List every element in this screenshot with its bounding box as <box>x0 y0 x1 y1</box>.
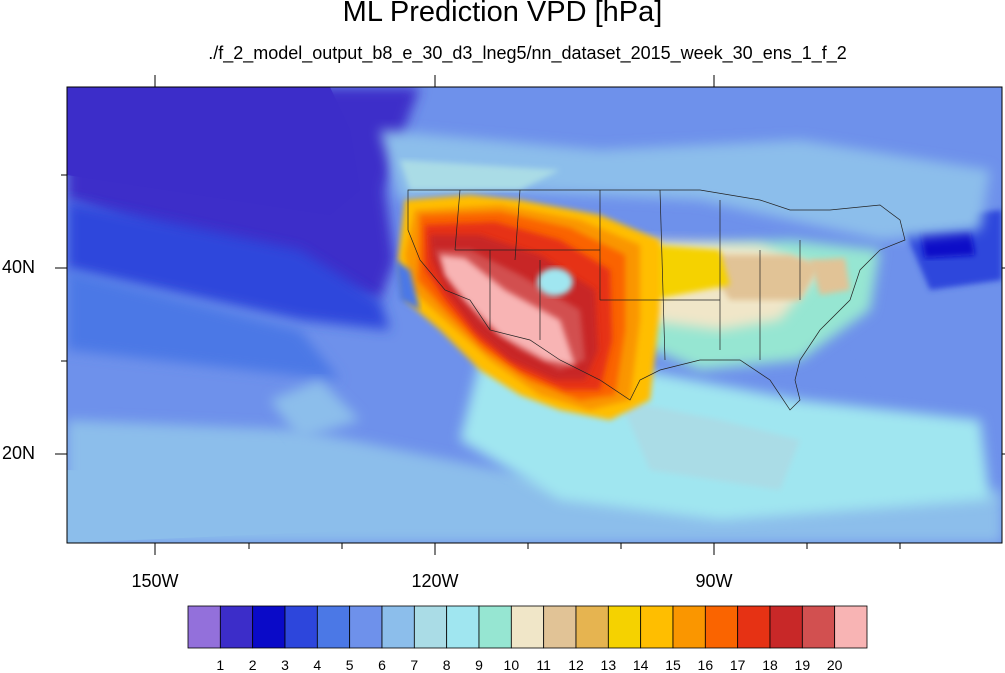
colorbar-swatch <box>446 605 480 649</box>
lon-label-90w: 90W <box>695 571 733 591</box>
colorbar-swatch <box>543 605 577 649</box>
colorbar-swatch <box>187 605 221 649</box>
colorbar-label: 14 <box>632 657 649 673</box>
lat-label-20n: 20N <box>2 443 36 463</box>
axis-ticks <box>55 75 1005 555</box>
colorbar-label: 5 <box>345 657 354 673</box>
colorbar-swatch <box>737 605 771 649</box>
colorbar-label: 7 <box>410 657 419 673</box>
colorbar-swatch <box>575 605 609 649</box>
colorbar-label: 16 <box>697 657 714 673</box>
colorbar-swatch <box>607 605 642 649</box>
colorbar-label: 3 <box>281 657 289 673</box>
map-title: ML Prediction VPD [hPa] <box>342 0 663 28</box>
colorbar-swatch <box>704 605 739 649</box>
colorbar-swatch <box>478 605 512 649</box>
colorbar <box>187 605 868 649</box>
colorbar-swatch <box>413 605 448 649</box>
colorbar-label: 11 <box>536 657 551 673</box>
colorbar-swatch <box>349 605 383 649</box>
colorbar-swatch <box>381 605 415 649</box>
colorbar-label: 10 <box>503 657 520 673</box>
colorbar-swatch <box>801 605 836 649</box>
colorbar-label: 20 <box>826 657 843 673</box>
lon-label-150w: 150W <box>131 571 179 591</box>
colorbar-swatch <box>252 605 286 649</box>
colorbar-label: 19 <box>794 657 811 673</box>
colorbar-label: 17 <box>729 657 746 673</box>
colorbar-swatch <box>284 605 318 649</box>
colorbar-swatch <box>834 605 868 649</box>
colorbar-label: 8 <box>442 657 451 673</box>
colorbar-label: 13 <box>600 657 617 673</box>
colorbar-swatch <box>316 605 351 649</box>
boundaries <box>407 189 906 411</box>
colorbar-label: 1 <box>216 657 225 673</box>
colorbar-swatch <box>672 605 706 649</box>
colorbar-label: 15 <box>665 657 681 673</box>
vpd-field <box>67 87 1002 543</box>
lat-label-40n: 40N <box>2 257 36 277</box>
colorbar-swatch <box>640 605 674 649</box>
colorbar-label: 9 <box>475 657 483 673</box>
map-subtitle: ./f_2_model_output_b8_e_30_d3_lneg5/nn_d… <box>208 43 847 63</box>
colorbar-swatch <box>219 605 254 649</box>
lon-label-120w: 120W <box>411 571 459 591</box>
colorbar-swatch <box>769 605 803 649</box>
colorbar-label: 4 <box>313 657 322 673</box>
colorbar-label: 6 <box>378 657 386 673</box>
colorbar-swatch <box>510 605 545 649</box>
colorbar-label: 18 <box>762 657 778 673</box>
colorbar-label: 12 <box>568 657 584 673</box>
colorbar-label: 2 <box>248 657 257 673</box>
map-frame <box>66 86 1003 544</box>
